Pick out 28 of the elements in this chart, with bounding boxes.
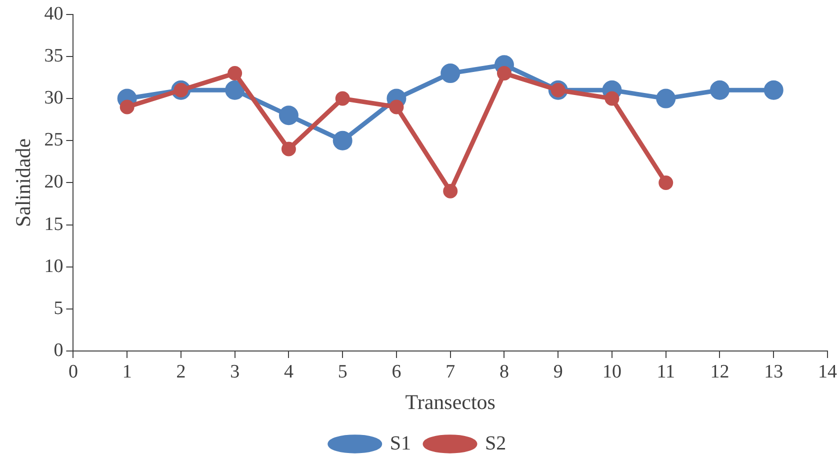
- y-tick-label: 25: [44, 130, 64, 151]
- y-axis-title: Salinidade: [11, 138, 36, 228]
- y-tick-label: 10: [44, 256, 64, 277]
- x-axis-title: Transectos: [405, 390, 496, 414]
- y-tick-label: 20: [44, 172, 64, 193]
- x-tick-label: 13: [764, 361, 784, 382]
- legend-label: S1: [390, 432, 411, 454]
- x-tick-label: 8: [499, 361, 509, 382]
- x-tick-label: 7: [446, 361, 456, 382]
- x-tick-label: 4: [284, 361, 294, 382]
- y-tick-label: 0: [54, 340, 64, 361]
- x-tick-label: 0: [68, 361, 78, 382]
- x-tick-label: 5: [338, 361, 348, 382]
- legend-label: S2: [485, 432, 506, 454]
- y-tick-label: 5: [54, 298, 64, 319]
- x-tick-label: 6: [392, 361, 402, 382]
- x-tick-label: 12: [710, 361, 730, 382]
- x-tick-label: 3: [230, 361, 240, 382]
- y-tick-label: 30: [44, 88, 64, 109]
- x-tick-label: 9: [553, 361, 563, 382]
- x-tick-label: 11: [656, 361, 676, 382]
- x-tick-label: 2: [176, 361, 186, 382]
- x-tick-label: 10: [602, 361, 622, 382]
- x-tick-label: 14: [818, 361, 838, 382]
- x-tick-label: 1: [122, 361, 132, 382]
- y-tick-label: 40: [44, 3, 64, 24]
- y-tick-label: 35: [44, 45, 64, 66]
- y-tick-label: 15: [44, 214, 64, 235]
